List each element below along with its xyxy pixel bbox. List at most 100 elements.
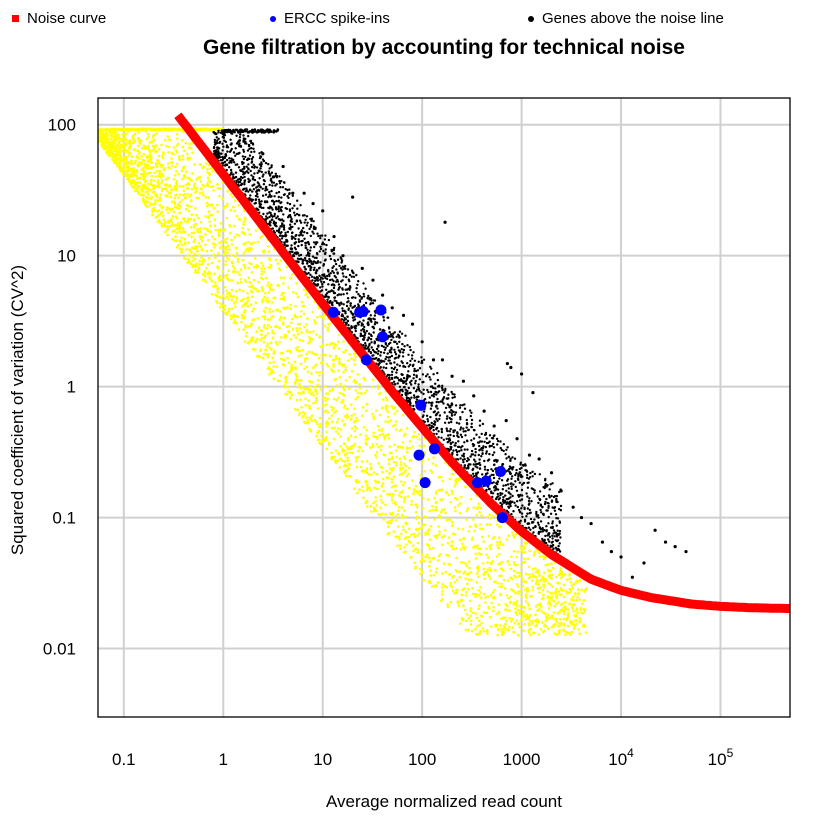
gene-above-point — [229, 138, 232, 141]
gene-above-point — [504, 494, 507, 497]
gene-below-point — [263, 315, 267, 318]
gene-above-point — [282, 226, 286, 229]
gene-below-point — [115, 157, 118, 160]
gene-below-point — [283, 336, 286, 339]
gene-above-point — [520, 498, 524, 501]
gene-below-point — [516, 590, 520, 593]
gene-below-point — [215, 295, 219, 298]
gene-below-point — [198, 235, 202, 238]
gene-below-point — [210, 204, 214, 208]
gene-below-point — [335, 420, 339, 424]
gene-below-point — [195, 213, 198, 217]
gene-below-point — [534, 605, 538, 608]
gene-below-point — [274, 340, 278, 344]
gene-above-point — [476, 466, 479, 469]
gene-above-point — [491, 453, 494, 457]
gene-below-point — [486, 595, 490, 598]
gene-below-point — [189, 193, 193, 197]
gene-below-point — [428, 538, 432, 541]
gene-below-point — [505, 594, 509, 597]
gene-below-point — [348, 353, 352, 356]
gene-above-point — [345, 292, 349, 295]
gene-below-point — [177, 172, 180, 176]
gene-below-point — [433, 534, 436, 538]
gene-below-point — [208, 276, 211, 279]
gene-below-point — [175, 182, 179, 185]
gene-below-point — [383, 435, 387, 439]
gene-below-point — [523, 541, 526, 544]
gene-below-point — [303, 387, 306, 391]
gene-above-point — [280, 180, 283, 183]
gene-below-point — [477, 575, 480, 579]
gene-below-point — [265, 344, 269, 348]
gene-below-point — [232, 313, 235, 317]
gene-below-point — [539, 586, 543, 589]
gene-below-point — [369, 462, 372, 466]
gene-below-point — [365, 403, 368, 406]
gene-below-point — [254, 339, 258, 342]
gene-above-point — [551, 540, 554, 543]
gene-below-point — [448, 518, 452, 522]
gene-below-point — [479, 629, 482, 633]
gene-below-point — [250, 322, 253, 326]
gene-below-point — [127, 165, 130, 168]
gene-below-point — [469, 571, 473, 574]
gene-below-point — [422, 559, 426, 563]
gene-above-point — [555, 524, 558, 527]
gene-below-point — [294, 304, 297, 308]
gene-below-point — [336, 459, 340, 462]
gene-below-point — [115, 134, 119, 138]
gene-below-point — [142, 159, 146, 162]
gene-below-point — [173, 239, 176, 242]
gene-below-point — [116, 144, 120, 147]
gene-below-point — [217, 277, 221, 281]
gene-below-point — [498, 536, 501, 539]
gene-below-point — [469, 614, 472, 618]
gene-above-point — [474, 463, 478, 466]
gene-below-point — [178, 185, 182, 188]
gene-below-point — [353, 407, 356, 411]
gene-below-point — [232, 224, 236, 228]
gene-below-point — [402, 455, 406, 459]
gene-above-point — [363, 325, 366, 329]
gene-below-point — [256, 264, 260, 268]
gene-above-point — [537, 516, 540, 519]
gene-below-point — [354, 419, 357, 423]
gene-below-point — [165, 128, 168, 132]
gene-below-point — [374, 500, 377, 503]
gene-above-point — [371, 348, 375, 352]
gene-above-point — [352, 296, 355, 299]
gene-below-point — [347, 462, 351, 466]
gene-below-point — [187, 217, 191, 221]
gene-below-point — [124, 149, 127, 152]
gene-below-point — [355, 481, 358, 484]
gene-below-point — [197, 242, 201, 245]
gene-below-point — [198, 175, 201, 179]
gene-below-point — [197, 216, 200, 220]
gene-below-point — [498, 585, 502, 588]
gene-below-point — [552, 611, 556, 614]
gene-below-point — [407, 540, 411, 543]
gene-below-point — [394, 503, 398, 506]
gene-below-point — [236, 260, 240, 264]
gene-below-point — [224, 260, 228, 263]
gene-below-point — [251, 347, 255, 351]
gene-below-point — [315, 434, 319, 438]
gene-above-point — [309, 249, 312, 252]
gene-below-point — [578, 632, 581, 635]
gene-below-point — [145, 155, 148, 158]
gene-below-point — [511, 617, 514, 621]
gene-below-point — [142, 177, 145, 181]
gene-below-point — [304, 403, 308, 407]
gene-below-point — [469, 623, 473, 626]
gene-below-point — [570, 597, 573, 601]
gene-below-point — [192, 247, 195, 251]
gene-below-point — [432, 556, 436, 560]
gene-above-point — [309, 273, 312, 276]
gene-below-point — [168, 225, 172, 228]
gene-below-point — [301, 410, 305, 414]
gene-below-point — [276, 343, 279, 346]
gene-above-point — [515, 471, 518, 475]
gene-above-point — [412, 394, 416, 397]
gene-below-point — [495, 523, 499, 526]
